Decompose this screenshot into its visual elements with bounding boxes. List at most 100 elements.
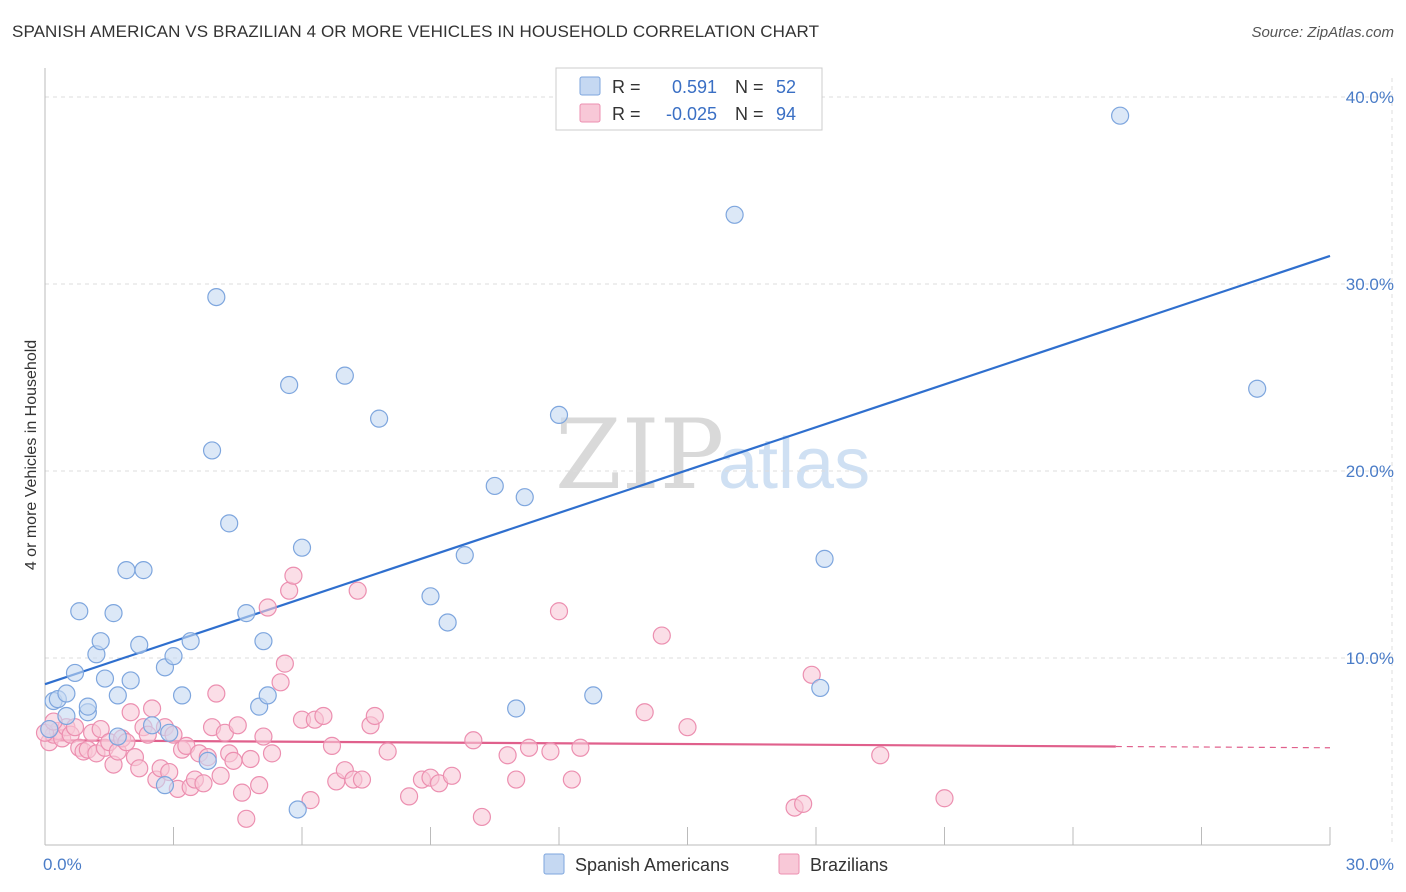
spanish-american-point-40 <box>549 405 569 424</box>
spanish-american-point-2 <box>57 684 76 703</box>
spanish-american-point-42 <box>108 727 127 746</box>
chart-source: Source: ZipAtlas.com <box>1251 24 1394 41</box>
brazilian-point-90 <box>871 746 890 765</box>
spanish-american-point-9 <box>91 632 110 651</box>
legend-swatch-blue <box>579 76 601 96</box>
brazilian-point-40 <box>207 684 226 703</box>
x-tick-label-1: 30.0% <box>1346 855 1394 874</box>
spanish-american-point-16 <box>134 561 153 580</box>
watermark-atlas: atlas <box>718 424 870 504</box>
brazilian-point-20 <box>121 703 140 722</box>
correlation-legend: R = 0.591 N = 52 R = -0.025 N = 94 <box>555 67 823 131</box>
brazilian-point-49 <box>250 776 269 795</box>
brazilian-point-75 <box>464 731 483 750</box>
spanish-american-point-48 <box>811 678 830 698</box>
y-tick-label-0: 10.0% <box>1346 649 1394 668</box>
x-tick-label-0: 0.0% <box>43 855 82 874</box>
brazilian-point-86 <box>678 718 697 737</box>
y-axis-label: 4 or more Vehicles in Household <box>23 340 40 570</box>
spanish-american-point-49 <box>1111 106 1130 125</box>
axes <box>44 68 1331 846</box>
brazilian-point-60 <box>314 706 333 726</box>
brazilian-point-47 <box>237 809 256 828</box>
brazilian-point-85 <box>652 626 671 645</box>
legend-r-value-1: 0.591 <box>672 77 717 97</box>
spanish-american-point-10 <box>95 669 115 688</box>
legend-swatch-pink <box>579 103 601 123</box>
brazilian-point-48 <box>241 749 260 769</box>
spanish-american-point-19 <box>160 723 179 742</box>
spanish-american-point-44 <box>155 776 175 795</box>
brazilian-point-69 <box>378 742 397 761</box>
brazilian-point-58 <box>301 791 320 810</box>
series-legend-label-1: Spanish Americans <box>575 855 729 875</box>
series-legend-swatch-blue <box>543 853 565 875</box>
brazilian-point-83 <box>571 738 590 757</box>
spanish-american-point-11 <box>104 604 123 623</box>
spanish-american-point-39 <box>515 488 534 507</box>
spanish-american-point-50 <box>1248 379 1267 398</box>
legend-n-label-1: N = <box>735 77 764 97</box>
legend-r-value-2: -0.025 <box>666 104 717 124</box>
grid-lines <box>45 78 1393 845</box>
spanish-american-point-47 <box>815 549 834 568</box>
spanish-american-point-12 <box>108 686 127 705</box>
spanish-american-point-37 <box>485 476 504 496</box>
brazilian-point-68 <box>365 706 384 726</box>
spanish-american-point-17 <box>142 716 162 735</box>
spanish-american-point-7 <box>78 697 97 716</box>
series-legend-swatch-pink <box>778 853 800 875</box>
spanish-american-point-4 <box>65 663 85 683</box>
trend-line-spanish-americans <box>44 254 1331 686</box>
spanish-american-point-34 <box>421 587 440 606</box>
spanish-american-point-13 <box>117 561 136 580</box>
legend-r-label-2: R = <box>612 104 641 124</box>
brazilian-point-51 <box>258 598 277 617</box>
brazilian-point-74 <box>442 766 462 785</box>
spanish-american-point-21 <box>172 686 192 705</box>
brazilian-point-88 <box>794 794 813 813</box>
spanish-american-point-28 <box>254 632 273 651</box>
brazilian-point-79 <box>519 738 539 757</box>
legend-n-value-2: 94 <box>776 104 796 124</box>
brazilian-point-66 <box>352 770 372 789</box>
brazilian-point-77 <box>498 746 517 765</box>
legend-r-label-1: R = <box>612 77 641 97</box>
spanish-american-point-32 <box>335 366 354 385</box>
brazilian-point-80 <box>541 742 560 761</box>
brazilian-point-52 <box>262 744 282 763</box>
tick-labels: 10.0% 20.0% 30.0% 40.0% 0.0% 30.0% <box>43 88 1394 874</box>
brazilian-point-65 <box>348 581 367 600</box>
spanish-american-point-33 <box>370 409 389 428</box>
brazilian-point-54 <box>275 654 294 673</box>
brazilian-point-13 <box>91 719 110 739</box>
spanish-american-point-41 <box>584 686 603 705</box>
spanish-american-point-46 <box>725 205 744 224</box>
legend-n-label-2: N = <box>735 104 764 124</box>
trend-line-brazilians-extension <box>1115 745 1331 749</box>
spanish-americans-points <box>40 106 1267 819</box>
spanish-american-point-29 <box>258 686 277 705</box>
spanish-american-point-14 <box>121 671 140 690</box>
series-legend: Spanish Americans Brazilians <box>543 853 888 875</box>
brazilian-point-89 <box>802 665 821 684</box>
spanish-american-point-15 <box>130 635 149 655</box>
spanish-american-point-35 <box>438 613 457 632</box>
brazilian-point-84 <box>635 703 654 722</box>
brazilian-point-41 <box>211 766 230 785</box>
spanish-american-point-23 <box>202 441 222 460</box>
brazilian-point-61 <box>322 736 342 755</box>
brazilian-point-82 <box>562 770 581 789</box>
spanish-american-point-30 <box>280 375 299 395</box>
brazilian-point-50 <box>254 727 273 746</box>
brazilian-point-44 <box>224 751 243 770</box>
brazilian-point-70 <box>399 787 419 806</box>
spanish-american-point-20 <box>164 647 183 666</box>
y-tick-label-1: 20.0% <box>1346 462 1394 481</box>
brazilian-point-55 <box>280 581 299 600</box>
chart-title: SPANISH AMERICAN VS BRAZILIAN 4 OR MORE … <box>12 22 820 41</box>
spanish-american-point-38 <box>507 699 526 718</box>
brazilian-point-78 <box>507 770 526 789</box>
brazilian-point-22 <box>130 759 149 778</box>
